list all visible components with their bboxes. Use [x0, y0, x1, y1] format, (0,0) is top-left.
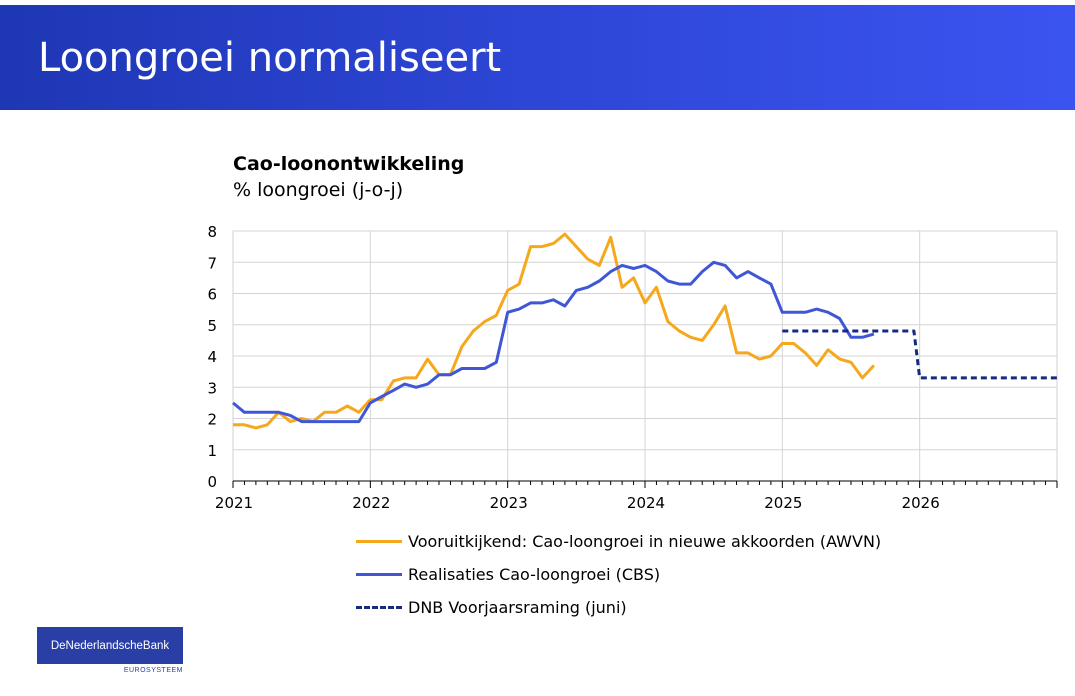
legend-item-cbs: Realisaties Cao-loongroei (CBS) [356, 558, 881, 591]
y-tick-label: 6 [207, 286, 217, 304]
chart-subtitle: % loongroei (j-o-j) [233, 179, 404, 201]
x-tick-label: 2025 [764, 494, 802, 512]
x-tick-label: 2022 [352, 494, 390, 512]
dnb-logo-subtext: EUROSYSTEEM [123, 667, 183, 674]
y-tick-label: 7 [207, 254, 217, 272]
series-line-cbs [232, 260, 875, 424]
y-tick-label: 8 [207, 223, 217, 241]
title-banner: Loongroei normaliseert [0, 5, 1075, 110]
legend-swatch-cbs [356, 573, 402, 576]
legend-item-dnb: DNB Voorjaarsraming (juni) [356, 591, 881, 624]
y-tick-label: 5 [207, 317, 217, 335]
slide-title: Loongroei normaliseert [38, 35, 502, 81]
y-tick-label: 4 [207, 348, 217, 366]
legend-label-cbs: Realisaties Cao-loongroei (CBS) [408, 565, 661, 584]
x-tick-label: 2026 [902, 494, 940, 512]
legend-item-awvn: Vooruitkijkend: Cao-loongroei in nieuwe … [356, 525, 881, 558]
legend-swatch-dnb [356, 606, 402, 609]
x-tick-label: 2024 [627, 494, 665, 512]
chart-legend: Vooruitkijkend: Cao-loongroei in nieuwe … [356, 525, 881, 624]
legend-label-dnb: DNB Voorjaarsraming (juni) [408, 598, 627, 617]
x-tick-label: 2023 [490, 494, 528, 512]
series-line-awvn [233, 232, 876, 430]
y-tick-label: 0 [207, 473, 217, 491]
y-tick-label: 1 [207, 442, 217, 460]
dnb-logo: DeNederlandscheBank [37, 627, 183, 664]
legend-swatch-awvn [356, 540, 402, 543]
y-tick-label: 2 [207, 411, 217, 429]
chart-title: Cao-loonontwikkeling [233, 153, 465, 175]
legend-label-awvn: Vooruitkijkend: Cao-loongroei in nieuwe … [408, 532, 882, 551]
y-tick-label: 3 [207, 379, 217, 397]
x-tick-label: 2021 [215, 494, 253, 512]
series-line-dnb [782, 329, 1057, 380]
